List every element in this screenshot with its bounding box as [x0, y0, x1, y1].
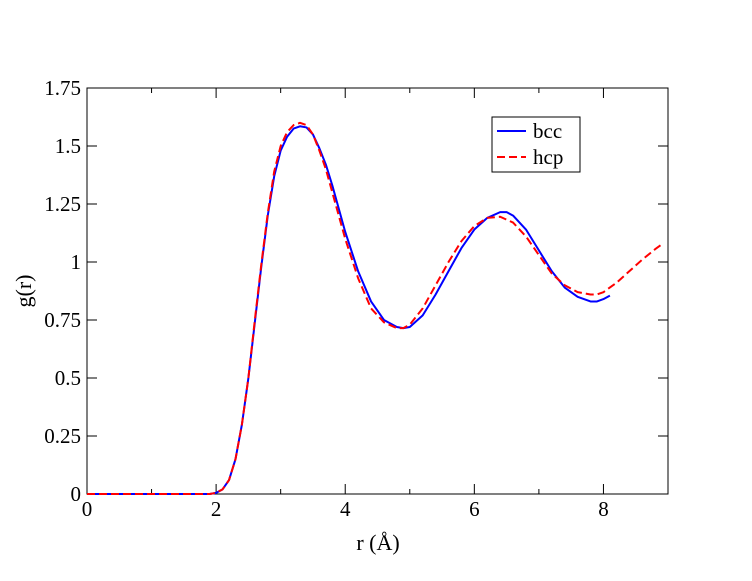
legend-label-hcp: hcp: [533, 145, 563, 169]
plot-area: [86, 87, 669, 495]
y-tick-label: 0: [71, 482, 82, 506]
y-tick-label: 1.75: [44, 76, 81, 100]
y-axis-label: g(r): [11, 275, 36, 308]
series-lines: [87, 121, 663, 495]
axis-ticks: [86, 87, 669, 495]
y-tick-label: 1: [71, 250, 82, 274]
x-tick-label: 6: [469, 497, 480, 521]
y-tick-label: 1.5: [55, 134, 81, 158]
y-tick-label: 0.25: [44, 424, 81, 448]
x-tick-label: 8: [598, 497, 609, 521]
x-axis-label: r (Å): [356, 530, 399, 555]
legend-label-bcc: bcc: [533, 119, 562, 143]
x-tick-label: 0: [82, 497, 93, 521]
y-tick-labels: 0 0.25 0.5 0.75 1 1.25 1.5 1.75: [44, 76, 81, 506]
y-tick-label: 1.25: [44, 192, 81, 216]
legend: bcc hcp: [491, 116, 581, 173]
x-tick-labels: 0 2 4 6 8: [82, 497, 609, 521]
legend-box: [491, 116, 581, 173]
series-line-hcp: [87, 121, 663, 495]
y-tick-label: 0.5: [55, 366, 81, 390]
y-tick-label: 0.75: [44, 308, 81, 332]
plot-frame: [86, 87, 669, 495]
x-tick-label: 2: [211, 497, 222, 521]
x-tick-label: 4: [340, 497, 351, 521]
